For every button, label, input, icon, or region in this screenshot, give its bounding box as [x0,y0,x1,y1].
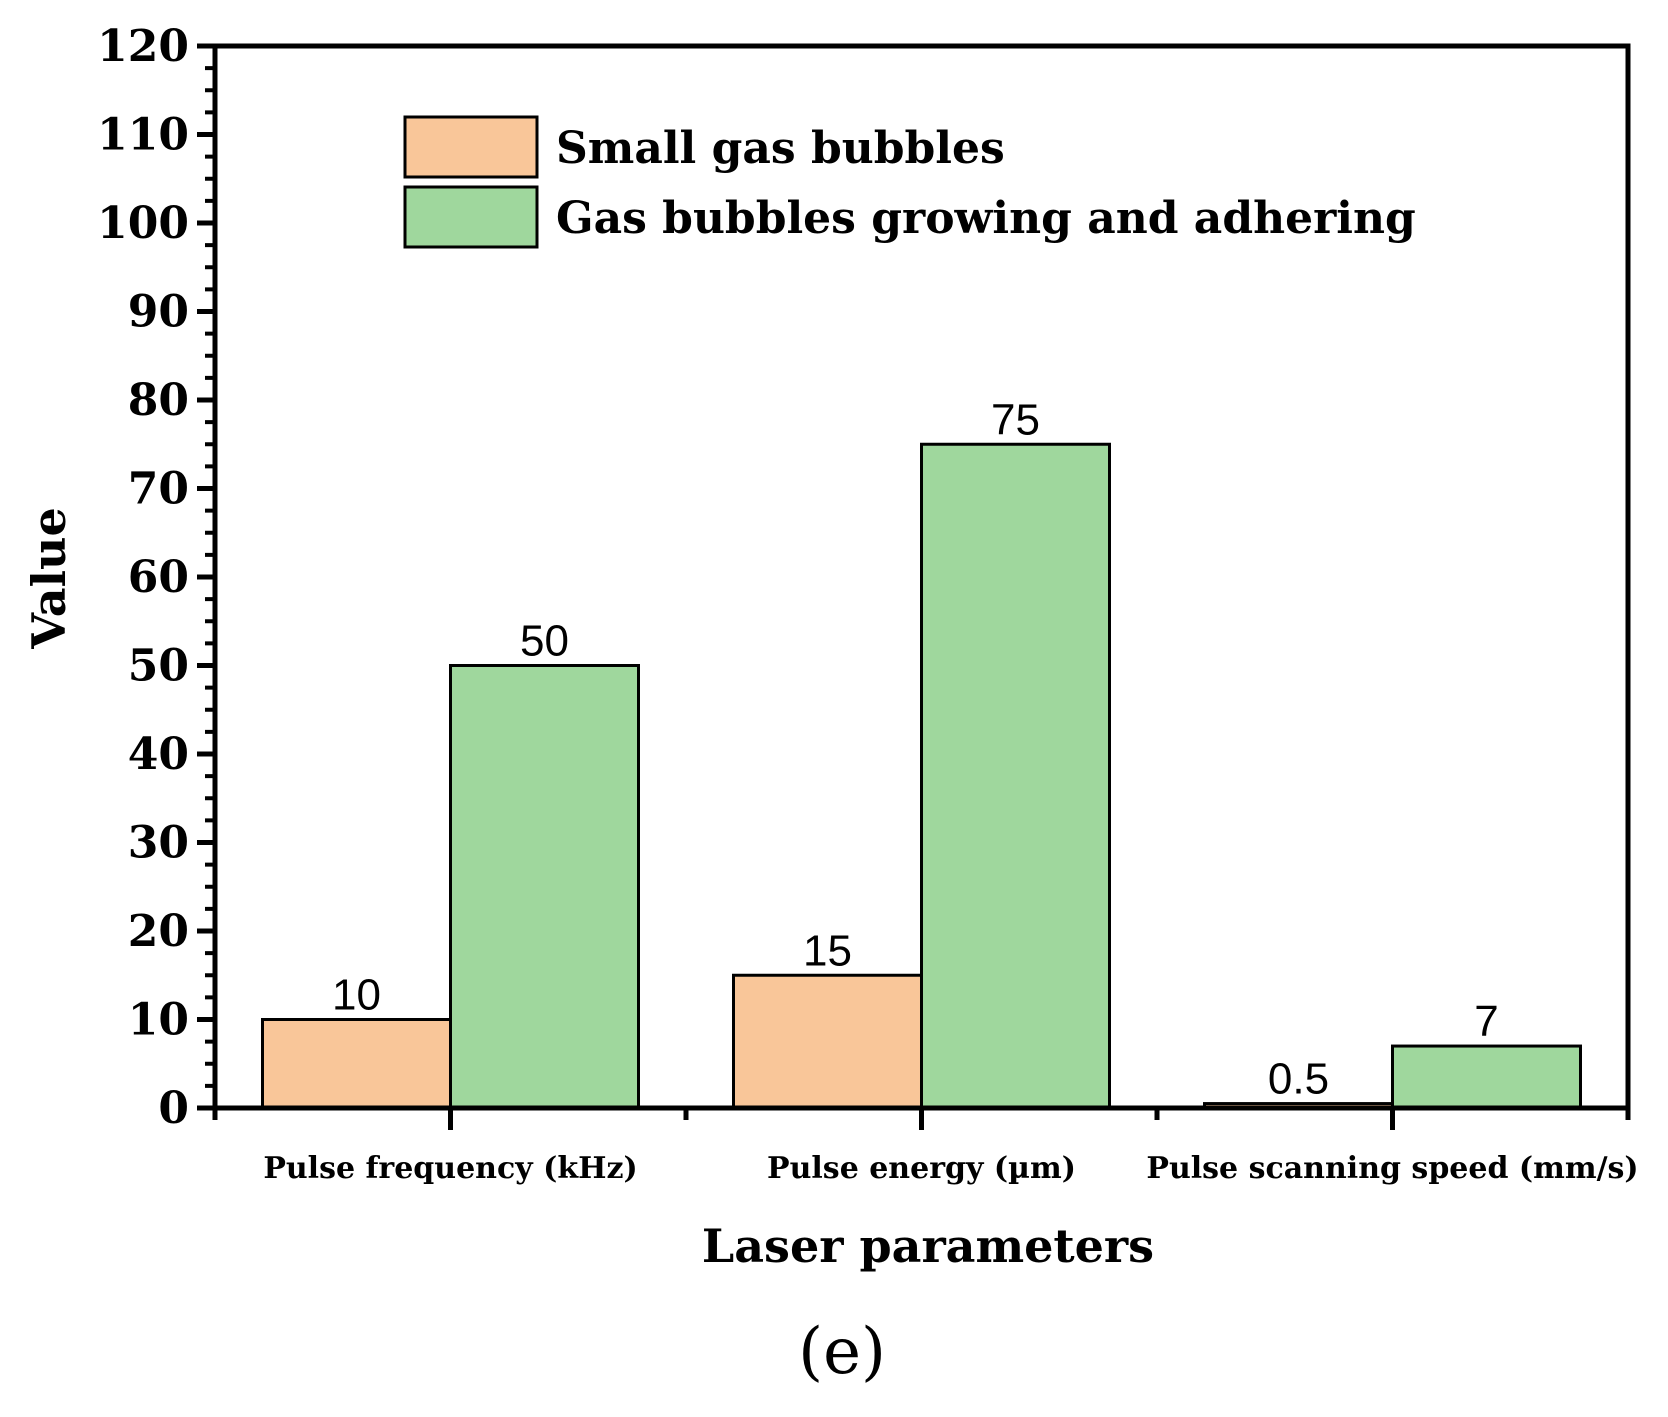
x-axis-title: Laser parameters [702,1219,1154,1273]
y-tick-label: 90 [128,287,189,338]
legend-label-gas-bubbles-growing: Gas bubbles growing and adhering [556,193,1416,244]
bar-value-label: 15 [803,926,852,975]
y-tick-label: 30 [128,818,189,869]
y-axis-tick-labels: 0 10 20 30 40 50 60 70 80 90 100 110 120 [97,21,189,1134]
y-tick-label: 70 [128,464,189,515]
y-axis-ticks [197,43,215,1111]
panel-label: (e) [798,1315,886,1389]
bar [920,442,1111,1110]
y-axis-title: Value [22,507,76,649]
bar [261,1018,452,1110]
data-labels: 10 50 15 75 0.5 7 [332,395,1499,1103]
bar [732,973,923,1110]
y-tick-label: 60 [128,552,189,603]
bar-value-label: 7 [1474,997,1498,1046]
bar-value-label: 75 [991,395,1040,444]
y-tick-label: 10 [128,995,189,1046]
bar-value-label: 10 [332,971,381,1020]
y-tick-label: 50 [128,641,189,692]
y-tick-label: 20 [128,906,189,957]
y-tick-label: 80 [128,375,189,426]
bar [1391,1044,1582,1110]
bar-value-label: 0.5 [1268,1055,1329,1104]
plot-frame [212,43,1631,1111]
y-tick-label: 110 [97,110,189,161]
bars [261,442,1582,1110]
legend-swatch-gas-bubbles-growing [403,185,539,249]
legend-swatch-small-gas-bubbles [403,115,539,179]
x-axis-ticks [212,1108,1631,1130]
y-tick-label: 0 [158,1083,189,1134]
legend-label-small-gas-bubbles: Small gas bubbles [556,123,1005,174]
bar-value-label: 50 [520,617,569,666]
y-tick-label: 40 [128,729,189,780]
x-category-label: Pulse scanning speed (mm/s) [1146,1151,1638,1186]
legend: Small gas bubbles Gas bubbles growing an… [403,115,1416,249]
y-tick-label: 100 [97,198,189,249]
x-axis-category-labels: Pulse frequency (kHz) Pulse energy (µm) Pu… [263,1151,1638,1186]
bar [449,664,640,1110]
x-category-label: Pulse energy (µm) [767,1151,1076,1186]
x-category-label: Pulse frequency (kHz) [263,1151,637,1186]
y-tick-label: 120 [97,21,189,72]
